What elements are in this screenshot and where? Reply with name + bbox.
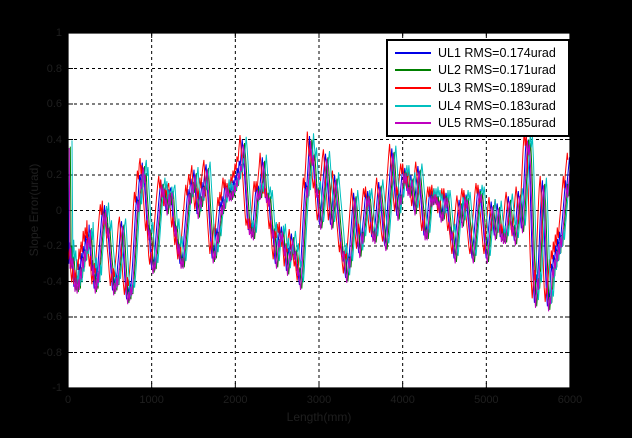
x-tick-label: 4000 [390,394,415,406]
legend-line-sample [395,122,431,125]
legend-entry: UL3 RMS=0.189urad [395,81,561,95]
y-tick-label: 0.6 [46,98,62,110]
y-tick-label: -0.8 [43,346,62,359]
legend-line-sample [395,51,431,54]
axes-box [67,32,571,389]
legend: UL1 RMS=0.174urad UL2 RMS=0.171urad UL3 RM… [386,39,570,137]
y-tick-label: 1 [55,27,62,39]
x-tick-label: 6000 [557,394,583,406]
series-line-ul3 [68,131,569,302]
legend-line-sample [395,104,431,107]
legend-entry-label: UL2 RMS=0.171urad [438,63,556,78]
series-line-ul4 [71,133,570,304]
x-tick-label: 2000 [223,394,248,406]
x-tick-label: 0 [64,394,72,406]
x-tick-label: 1000 [139,394,164,406]
y-tick-label: 0 [55,204,62,217]
y-tick-label: 0.4 [46,133,62,146]
legend-entry-label: UL1 RMS=0.174urad [438,45,556,60]
legend-entry: UL5 RMS=0.185urad [395,116,561,130]
legend-entry-label: UL3 RMS=0.189urad [438,80,556,95]
series-line-ul5 [68,140,570,312]
y-tick-label: -1 [52,382,62,394]
y-tick-label: 0.2 [46,169,62,181]
x-tick-label: 5000 [474,394,499,406]
y-tick-label: -0.2 [43,240,62,252]
y-tick-label: 0.8 [46,62,62,75]
legend-entry: UL1 RMS=0.174urad [395,46,561,60]
legend-line-sample [395,69,431,72]
legend-line-sample [395,86,431,89]
legend-entry: UL4 RMS=0.183urad [395,99,561,113]
x-tick-label: 3000 [306,394,332,406]
y-tick-label: -0.6 [43,311,62,323]
y-tick-label: -0.4 [43,275,62,288]
legend-entry: UL2 RMS=0.171urad [395,63,561,77]
legend-entry-label: UL4 RMS=0.183urad [438,98,556,113]
legend-entry-label: UL5 RMS=0.185urad [438,116,556,131]
x-axis-label: Length(mm) [286,410,352,424]
